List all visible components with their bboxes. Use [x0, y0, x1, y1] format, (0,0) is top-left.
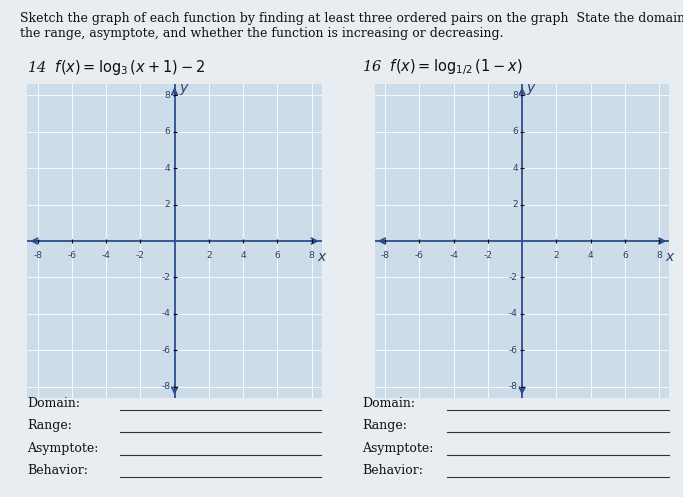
Text: 4: 4	[588, 251, 594, 260]
Text: Behavior:: Behavior:	[27, 464, 88, 477]
Text: 2: 2	[512, 200, 518, 209]
Text: Domain:: Domain:	[362, 397, 415, 410]
Text: Sketch the graph of each function by finding at least three ordered pairs on the: Sketch the graph of each function by fin…	[20, 12, 683, 25]
Text: -2: -2	[161, 273, 170, 282]
Text: -8: -8	[33, 251, 42, 260]
Text: 6: 6	[512, 127, 518, 136]
Text: 14  $f(x) = \log_3(x + 1) - 2$: 14 $f(x) = \log_3(x + 1) - 2$	[27, 58, 206, 77]
Text: x: x	[665, 250, 673, 264]
Text: 2: 2	[553, 251, 559, 260]
Text: -6: -6	[415, 251, 424, 260]
Text: 16  $f(x) = \log_{1/2}(1 - x)$: 16 $f(x) = \log_{1/2}(1 - x)$	[362, 57, 522, 77]
Text: 8: 8	[309, 251, 314, 260]
Text: 4: 4	[165, 164, 170, 173]
Text: Asymptote:: Asymptote:	[362, 442, 434, 455]
Text: y: y	[527, 81, 535, 95]
Text: -8: -8	[509, 382, 518, 391]
Text: -6: -6	[509, 346, 518, 355]
Text: -4: -4	[102, 251, 111, 260]
Text: -4: -4	[509, 309, 518, 319]
Text: Domain:: Domain:	[27, 397, 81, 410]
Text: 4: 4	[512, 164, 518, 173]
Text: -2: -2	[509, 273, 518, 282]
Text: -2: -2	[136, 251, 145, 260]
Text: 4: 4	[240, 251, 246, 260]
Text: the range, asymptote, and whether the function is increasing or decreasing.: the range, asymptote, and whether the fu…	[20, 27, 504, 40]
Text: 8: 8	[512, 91, 518, 100]
Text: 8: 8	[165, 91, 170, 100]
Text: -4: -4	[449, 251, 458, 260]
Text: Range:: Range:	[27, 419, 72, 432]
Text: -8: -8	[380, 251, 389, 260]
Text: y: y	[179, 81, 187, 95]
Text: 6: 6	[622, 251, 628, 260]
Text: -2: -2	[484, 251, 492, 260]
Text: Behavior:: Behavior:	[362, 464, 423, 477]
Text: Range:: Range:	[362, 419, 407, 432]
Text: -6: -6	[68, 251, 76, 260]
Text: 2: 2	[206, 251, 212, 260]
Text: 8: 8	[656, 251, 662, 260]
Text: 6: 6	[165, 127, 170, 136]
Text: 2: 2	[165, 200, 170, 209]
Text: -4: -4	[161, 309, 170, 319]
Text: Asymptote:: Asymptote:	[27, 442, 99, 455]
Text: -6: -6	[161, 346, 170, 355]
Text: x: x	[318, 250, 326, 264]
Text: 6: 6	[275, 251, 280, 260]
Text: -8: -8	[161, 382, 170, 391]
